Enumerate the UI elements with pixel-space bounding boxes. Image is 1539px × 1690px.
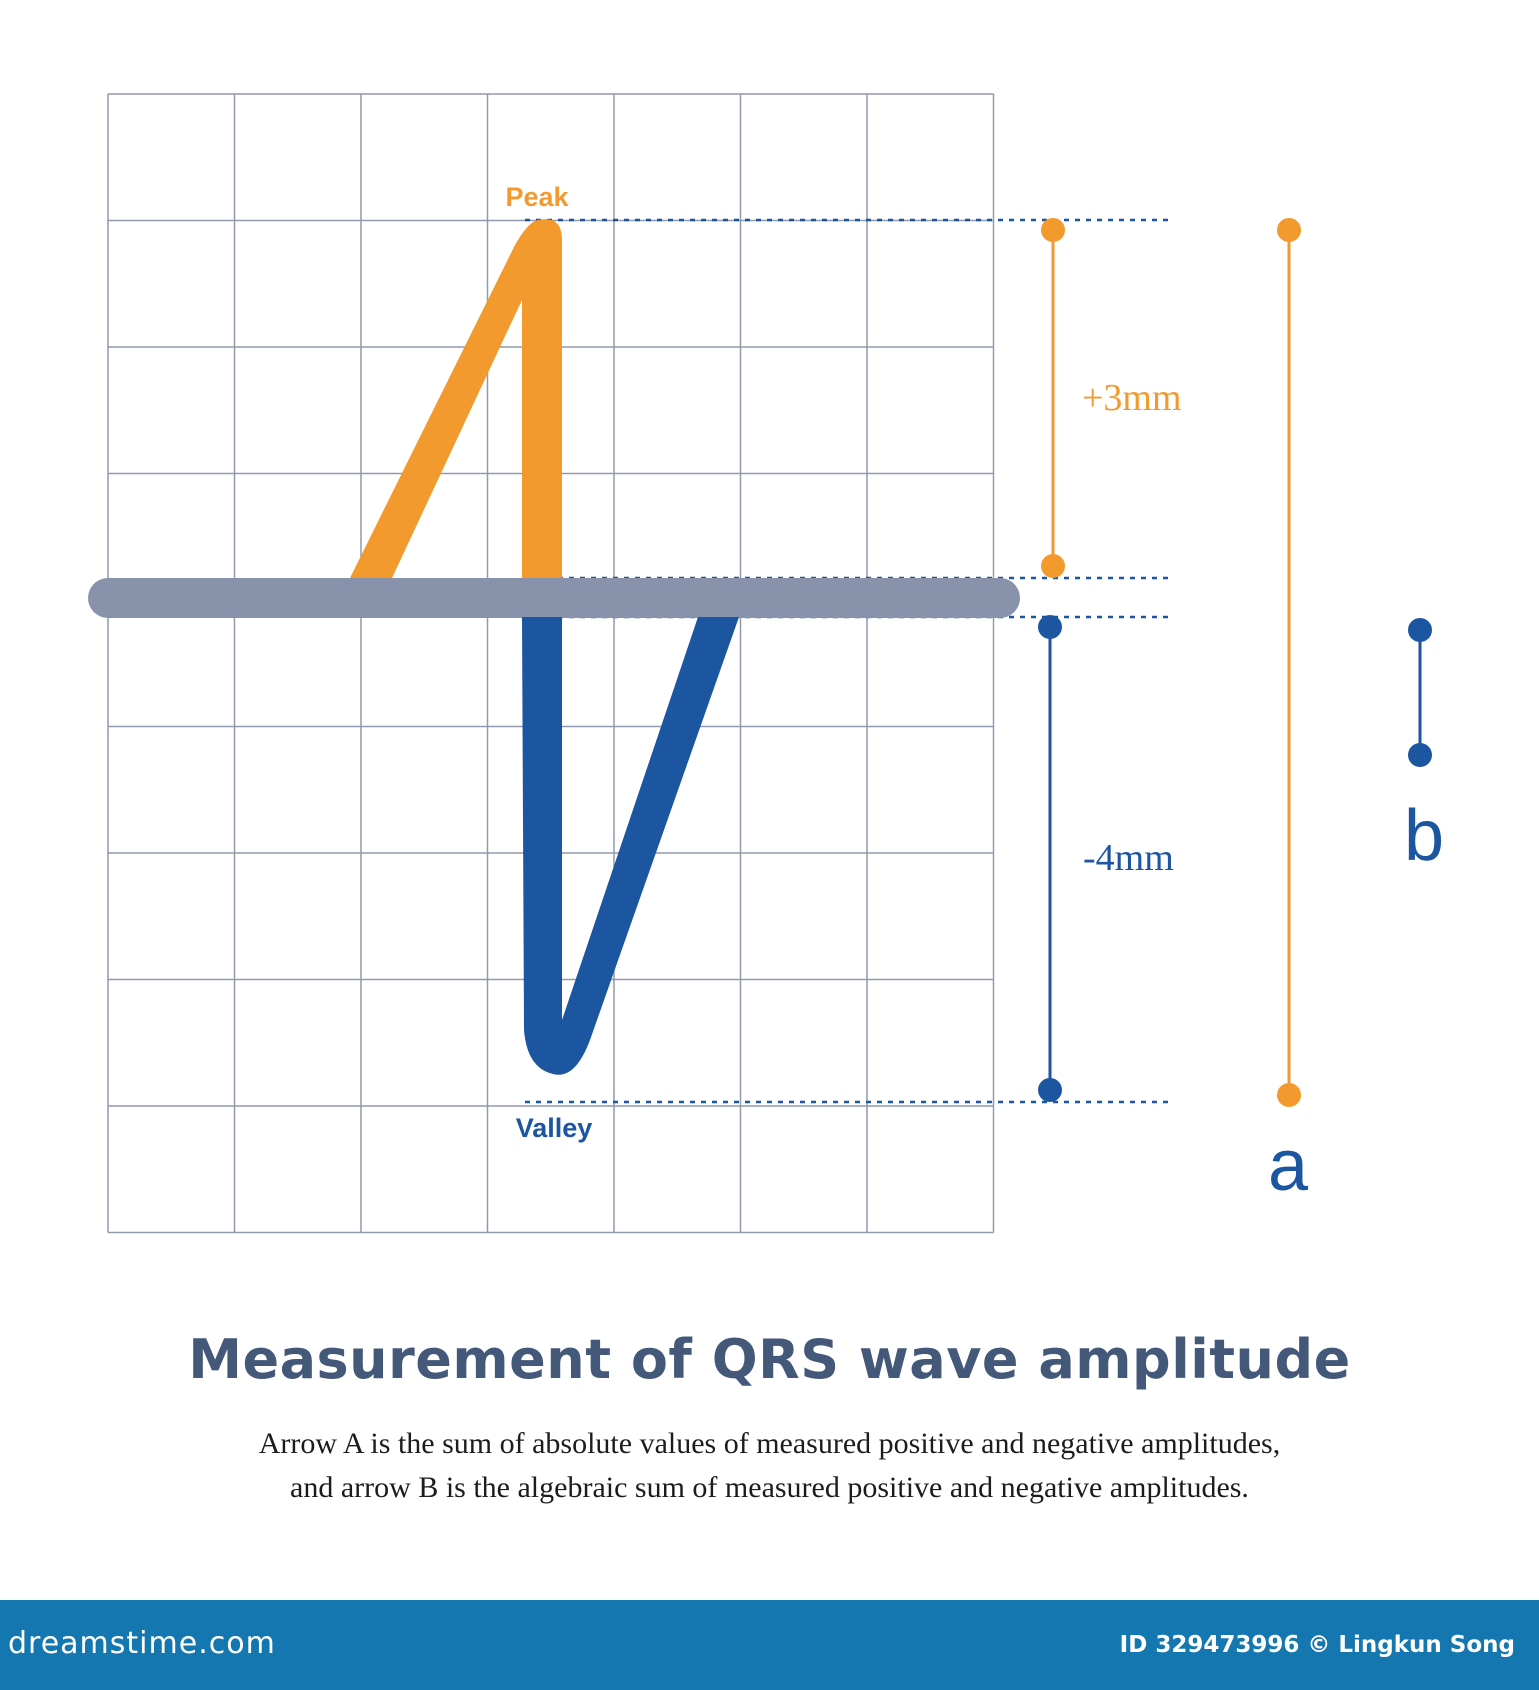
positive-bottom-dot [1041, 554, 1065, 578]
arrow-a-top-dot [1277, 218, 1301, 242]
reference-lines [525, 218, 1170, 1104]
footer-logo[interactable]: dreamstime.com [8, 1626, 276, 1661]
diagram-caption: Arrow A is the sum of absolute values of… [0, 1422, 1539, 1510]
positive-deflection [350, 219, 562, 578]
arrow-b [1408, 618, 1432, 767]
footer-credit: ID 329473996 © Lingkun Song [1120, 1632, 1515, 1658]
negative-top-dot [1038, 615, 1062, 639]
peak-label: Peak [505, 182, 569, 212]
negative-deflection [522, 617, 739, 1075]
caption-line-1: Arrow A is the sum of absolute values of… [258, 1427, 1281, 1460]
junction-overlap [522, 578, 562, 617]
arrow-b-bottom-dot [1408, 743, 1432, 767]
footer-bar: dreamstime.com ID 329473996 © Lingkun Son… [0, 1600, 1539, 1690]
negative-bottom-dot [1038, 1078, 1062, 1102]
arrow-a [1277, 218, 1301, 1107]
image-id: ID 329473996 [1119, 1632, 1300, 1658]
arrow-a-bottom-dot [1277, 1083, 1301, 1107]
positive-top-dot [1041, 218, 1065, 242]
author-credit: © Lingkun Song [1307, 1632, 1515, 1658]
arrow-a-label: a [1268, 1126, 1309, 1206]
negative-amplitude-label: -4mm [1083, 837, 1174, 879]
negative-amplitude-marker [1038, 615, 1062, 1102]
positive-amplitude-label: +3mm [1082, 377, 1182, 419]
valley-label: Valley [516, 1113, 593, 1143]
diagram-title: Measurement of QRS wave amplitude [188, 1328, 1351, 1391]
positive-amplitude-marker [1041, 218, 1065, 578]
qrs-diagram: Peak Valley +3mm -4mm a b [88, 93, 1444, 1234]
arrow-b-label: b [1404, 796, 1444, 876]
caption-line-2: and arrow B is the algebraic sum of meas… [290, 1471, 1249, 1504]
arrow-b-top-dot [1408, 618, 1432, 642]
